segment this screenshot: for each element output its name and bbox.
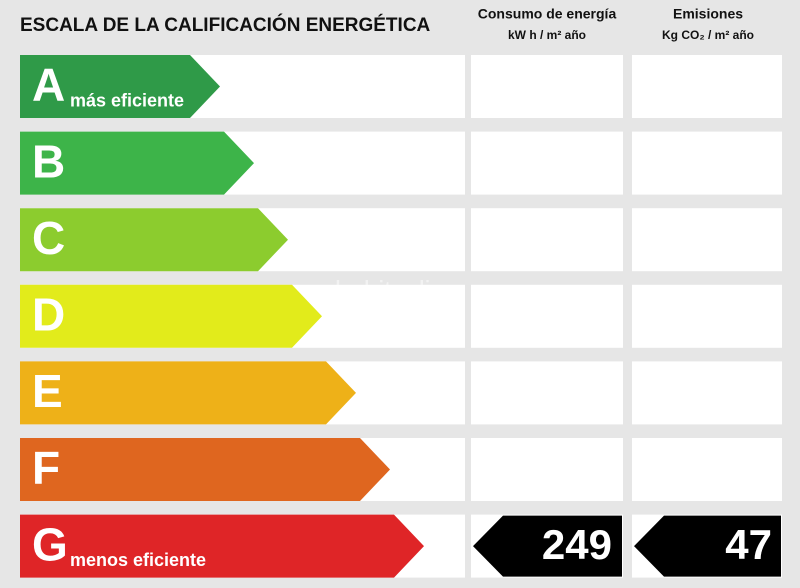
rating-label: más eficiente xyxy=(70,90,184,110)
rating-letter: E xyxy=(32,365,63,417)
cell xyxy=(471,284,623,348)
watermark: habitaclia xyxy=(335,275,445,305)
rating-arrow xyxy=(20,55,220,118)
value-arrow xyxy=(634,515,781,577)
label-title: ESCALA DE LA CALIFICACIÓN ENERGÉTICA xyxy=(20,14,431,36)
cell xyxy=(632,438,782,501)
column-unit: kW h / m² año xyxy=(508,28,586,42)
cell xyxy=(471,131,623,195)
column-title: Emisiones xyxy=(673,6,743,22)
rating-letter: B xyxy=(32,135,65,187)
rating-letter: A xyxy=(32,59,65,111)
consumption-value: 249 xyxy=(542,521,612,568)
cell xyxy=(471,361,623,425)
rating-letter: F xyxy=(32,442,60,494)
rating-arrow xyxy=(20,131,254,195)
column-unit: Kg CO₂ / m² año xyxy=(662,28,754,42)
rating-arrow xyxy=(20,284,322,348)
rating-arrow xyxy=(20,208,288,272)
rating-arrow xyxy=(20,361,356,425)
column-title: Consumo de energía xyxy=(478,6,617,22)
cell xyxy=(632,208,782,272)
rating-label: menos eficiente xyxy=(70,550,206,570)
cell xyxy=(471,208,623,272)
cell xyxy=(632,361,782,425)
rating-arrow xyxy=(20,438,390,501)
rating-letter: D xyxy=(32,288,65,340)
cell xyxy=(632,284,782,348)
cell xyxy=(471,55,623,118)
value-arrow xyxy=(473,515,622,577)
cell xyxy=(471,438,623,501)
rating-arrow xyxy=(20,514,424,578)
emissions-value: 47 xyxy=(725,521,772,568)
rating-letter: C xyxy=(32,212,65,264)
rating-letter: G xyxy=(32,518,68,570)
cell xyxy=(632,131,782,195)
cell xyxy=(632,55,782,118)
